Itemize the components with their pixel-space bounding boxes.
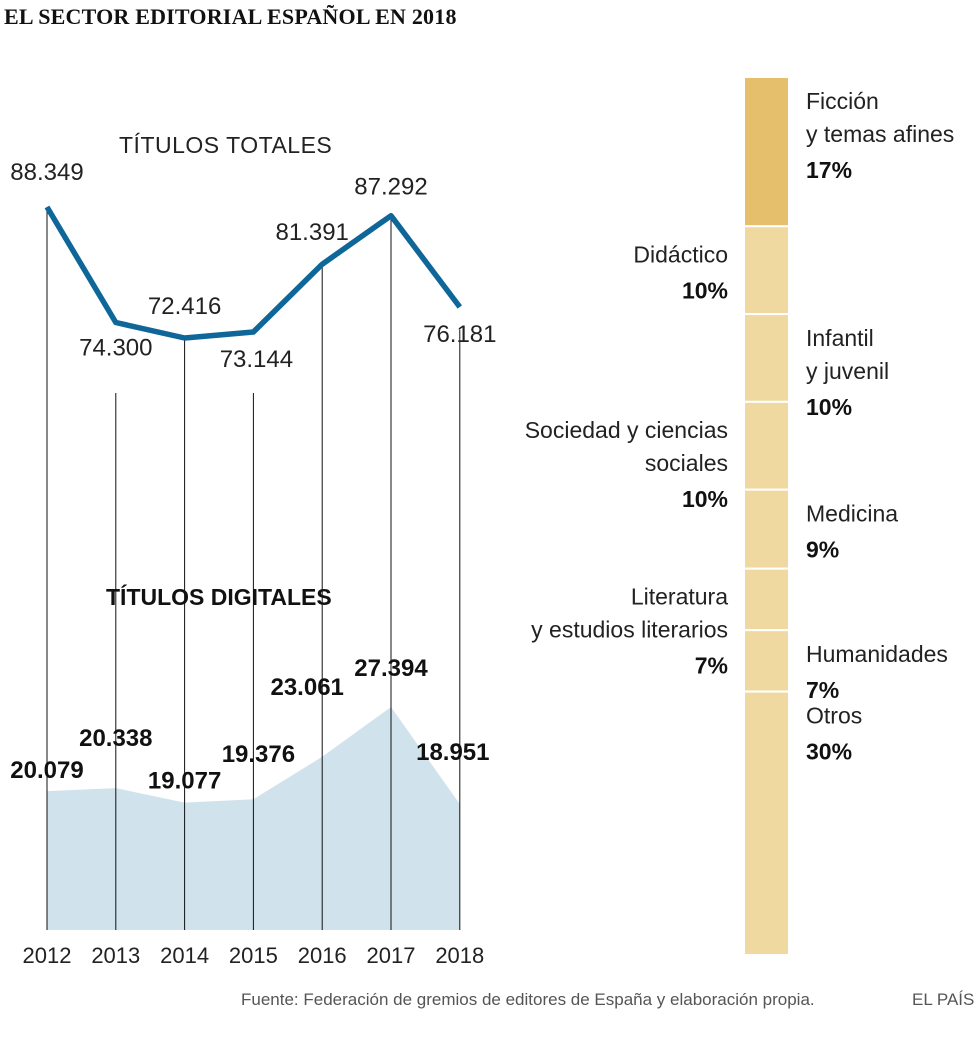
total-value-label: 81.391 xyxy=(275,219,348,246)
category-label: sociales xyxy=(645,450,728,476)
total-value-label: 74.300 xyxy=(79,335,152,362)
year-tick-label: 2013 xyxy=(91,943,140,968)
category-label: Literatura xyxy=(631,584,728,610)
category-label: Infantil xyxy=(806,325,874,351)
category-label: Medicina xyxy=(806,501,898,527)
year-tick-label: 2012 xyxy=(23,943,72,968)
chart-title: EL SECTOR EDITORIAL ESPAÑOL EN 2018 xyxy=(4,4,457,29)
category-segment xyxy=(743,567,790,632)
total-titles-line xyxy=(44,205,462,341)
total-value-label: 87.292 xyxy=(354,174,427,201)
category-percent-label: 10% xyxy=(682,486,728,512)
digital-value-label: 23.061 xyxy=(270,674,343,701)
total-value-label: 88.349 xyxy=(10,159,83,186)
category-label: y temas afines xyxy=(806,121,954,147)
publisher-logo: EL PAÍS xyxy=(912,990,975,1009)
category-label: y estudios literarios xyxy=(531,617,728,643)
source-note: Fuente: Federación de gremios de editore… xyxy=(241,990,815,1009)
year-gridlines xyxy=(46,207,461,930)
digital-value-label: 20.079 xyxy=(10,757,83,784)
totals-line-layer xyxy=(44,205,462,341)
digital-value-label: 18.951 xyxy=(416,739,489,766)
category-percent-label: 9% xyxy=(806,537,839,563)
category-percent-label: 17% xyxy=(806,157,852,183)
category-segment xyxy=(743,488,790,570)
total-value-label: 76.181 xyxy=(423,321,496,348)
digital-value-label: 27.394 xyxy=(354,655,428,682)
year-tick-label: 2015 xyxy=(229,943,278,968)
category-segment xyxy=(743,690,790,956)
total-value-label: 73.144 xyxy=(220,346,293,373)
category-percent-label: 10% xyxy=(806,394,852,420)
category-segment xyxy=(743,76,790,228)
value-labels: TÍTULOS TOTALES 88.349 74.300 72.416 73.144 8… xyxy=(10,132,496,968)
year-tick-label: 2016 xyxy=(298,943,347,968)
category-label: Humanidades xyxy=(806,641,948,667)
digital-value-label: 19.376 xyxy=(222,741,295,768)
category-label: Otros xyxy=(806,703,862,729)
digital-subtitle: TÍTULOS DIGITALES xyxy=(106,583,332,610)
category-percent-label: 10% xyxy=(682,277,728,303)
category-label: Sociedad y ciencias xyxy=(525,417,728,443)
category-percent-label: 7% xyxy=(695,653,728,679)
category-segment xyxy=(743,225,790,316)
totals-subtitle: TÍTULOS TOTALES xyxy=(119,132,332,158)
digital-value-label: 19.077 xyxy=(148,768,221,795)
year-tick-label: 2014 xyxy=(160,943,209,968)
category-segment xyxy=(743,400,790,491)
category-label: Ficción xyxy=(806,88,879,114)
year-tick-label: 2018 xyxy=(435,943,484,968)
category-label: Didáctico xyxy=(633,241,728,267)
digital-value-label: 20.338 xyxy=(79,725,152,752)
year-tick-label: 2017 xyxy=(367,943,416,968)
category-label: y juvenil xyxy=(806,358,889,384)
total-value-label: 72.416 xyxy=(148,293,221,320)
category-segment xyxy=(743,313,790,403)
category-segment xyxy=(743,629,790,693)
category-stacked-bar: Ficción y temas afines 17% Didáctico 10% Infa… xyxy=(525,76,954,956)
category-percent-label: 7% xyxy=(806,677,839,703)
category-percent-label: 30% xyxy=(806,739,852,765)
